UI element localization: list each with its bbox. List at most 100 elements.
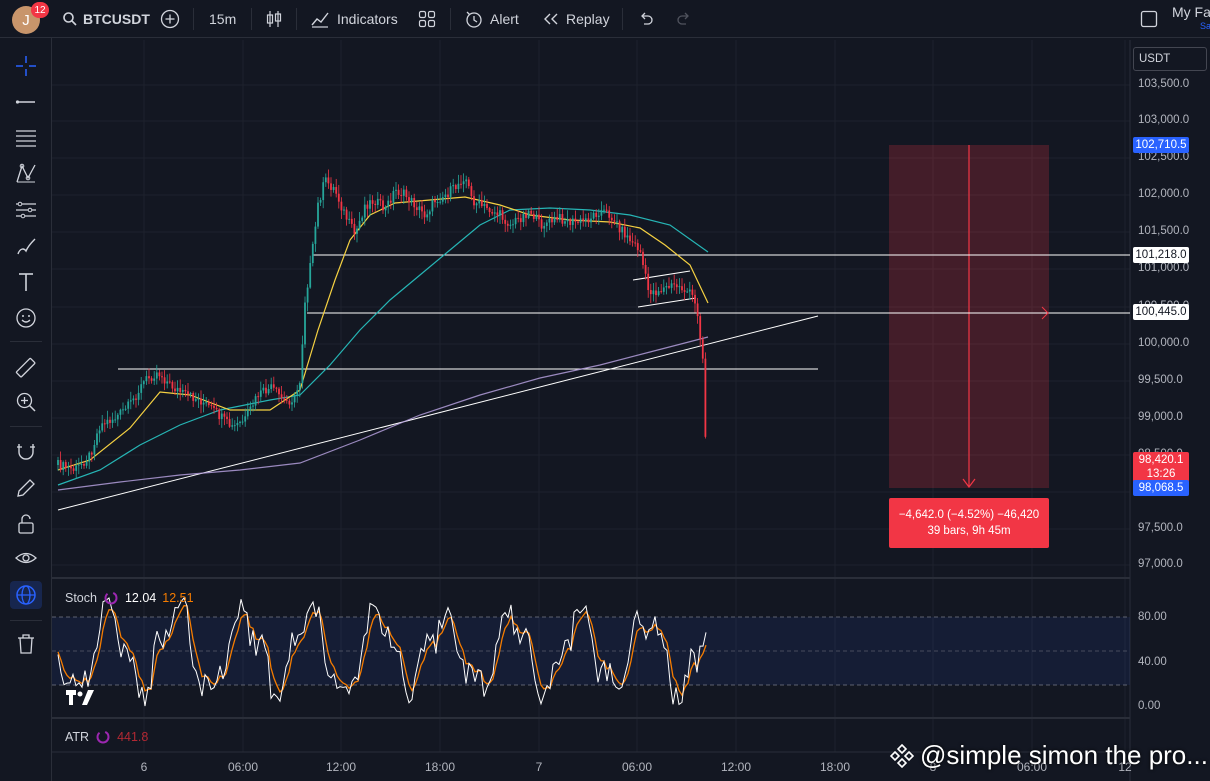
trend-line[interactable] [57,315,819,511]
candle-body [140,384,143,393]
candle-body [288,400,291,405]
channel-line-top[interactable] [632,270,691,281]
plus-circle-icon [160,9,180,29]
remove-drawings-tool[interactable] [10,630,42,658]
candle-body [350,218,353,224]
candle-body [93,444,96,455]
candle-body [64,462,67,468]
candle-body [543,225,546,229]
candle-body [166,381,169,384]
candle-body [392,190,395,203]
symbol-search-button[interactable]: BTCUSDT [62,0,150,38]
candle-body [62,462,65,470]
chart-type-button[interactable] [265,0,283,38]
candle-body [473,196,475,206]
redo-button[interactable] [675,0,693,38]
candle-body [124,408,127,410]
candle-body [642,251,644,265]
checkbox-toggle[interactable] [1140,0,1158,38]
compare-symbol-button[interactable] [160,0,180,38]
text-tool[interactable] [10,268,42,296]
candle-body [574,218,577,222]
candle-body [197,398,200,400]
ma-fast-line[interactable] [57,196,709,471]
candle-body [439,201,442,203]
candle-body [252,405,254,407]
globe-icon [16,585,36,605]
candle-body [67,466,70,468]
atr-legend[interactable]: ATR 441.8 [65,729,148,745]
fib-tool[interactable] [10,124,42,152]
stoch-legend[interactable]: Stoch 12.04 12.51 [65,590,194,606]
alert-button[interactable]: Alert [464,0,519,38]
emoji-tool[interactable] [10,304,42,332]
brush-tool[interactable] [10,232,42,260]
object-tree-tool[interactable] [10,581,42,609]
ma-long-line[interactable] [57,336,709,491]
undo-button[interactable] [637,0,655,38]
trash-icon [18,634,34,654]
candle-body [686,291,689,293]
indicators-icon [311,12,329,28]
currency-selector[interactable]: USDT [1133,47,1207,71]
watermark: @simple simon the pro... [890,740,1208,771]
candle-body [688,289,691,292]
candle-body [616,221,618,223]
watchlist-button[interactable]: My Fa Sa [1172,0,1210,38]
replay-button[interactable]: Replay [542,0,610,38]
magnet-tool[interactable] [10,438,42,466]
stoch-axis-40: 40.00 [1138,656,1167,668]
search-icon [63,12,77,26]
stoch-d-line[interactable] [57,605,707,697]
trend-line-tool[interactable] [10,88,42,116]
candle-body [660,291,663,293]
candle-body [506,223,509,226]
candle-body [509,224,512,226]
candlestick-series[interactable] [57,169,707,479]
unlock-icon [18,514,34,534]
brush-icon [17,238,36,255]
templates-button[interactable] [418,0,436,38]
candle-body [194,399,197,401]
candle-body [200,398,202,405]
candle-body [501,210,504,220]
candle-body [345,209,348,220]
candle-body [343,209,345,211]
draw-mode-tool[interactable] [10,474,42,502]
candle-body [694,294,696,304]
visibility-tool[interactable] [10,544,42,572]
candle-body [340,201,343,211]
candle-body [525,213,527,218]
candle-body [135,398,137,400]
candle-body [337,193,340,202]
candle-body [613,220,616,222]
candle-body [150,378,153,381]
candle-body [335,187,338,194]
ma-slow-line[interactable] [57,207,709,486]
candle-body [649,290,652,295]
candle-body [548,218,551,223]
channel-line-bottom[interactable] [637,297,697,308]
interval-button[interactable]: 15m [209,11,237,27]
candle-body [322,182,325,201]
stoch-k-line[interactable] [57,597,707,707]
ruler-tool[interactable] [10,354,42,382]
candle-body [566,219,569,222]
zoom-tool[interactable] [10,388,42,416]
candle-body [668,286,670,288]
candle-body [103,423,106,425]
candle-body [634,242,637,244]
target-bottom-tag: 98,068.5 [1133,480,1189,496]
candle-body [460,183,462,185]
forecast-tool[interactable] [10,196,42,224]
replay-label: Replay [566,11,610,27]
candle-body [605,209,608,211]
candle-body [457,183,460,190]
indicators-button[interactable]: Indicators [310,0,398,38]
top-toolbar: J 12 BTCUSDT 15m Indicators Alert Replay… [0,0,1210,38]
crosshair-tool[interactable] [10,52,42,80]
pattern-tool[interactable] [10,160,42,188]
tradingview-logo[interactable] [66,690,94,705]
lock-tool[interactable] [10,510,42,538]
